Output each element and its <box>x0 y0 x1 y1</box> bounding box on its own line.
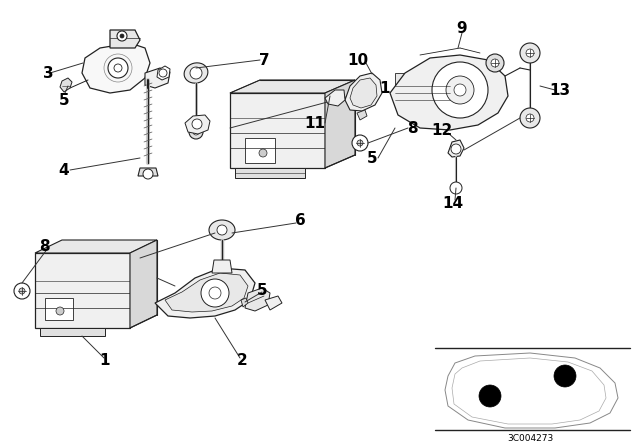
Circle shape <box>190 67 202 79</box>
Text: 1: 1 <box>100 353 110 367</box>
Circle shape <box>143 169 153 179</box>
Circle shape <box>201 279 229 307</box>
Text: 3: 3 <box>43 65 53 81</box>
Text: 8: 8 <box>38 238 49 254</box>
Text: 2: 2 <box>237 353 248 367</box>
Polygon shape <box>138 168 158 176</box>
Circle shape <box>486 54 504 72</box>
Circle shape <box>189 125 203 139</box>
Polygon shape <box>212 260 232 273</box>
Circle shape <box>114 64 122 72</box>
Polygon shape <box>448 140 464 157</box>
Circle shape <box>352 135 368 151</box>
Polygon shape <box>185 115 210 134</box>
Circle shape <box>432 62 488 118</box>
Bar <box>426 97 436 106</box>
Polygon shape <box>265 296 282 310</box>
Text: 7: 7 <box>259 52 269 68</box>
Circle shape <box>192 119 202 129</box>
Bar <box>40 328 105 336</box>
Bar <box>45 298 73 320</box>
Circle shape <box>19 288 25 294</box>
Bar <box>327 99 339 105</box>
Circle shape <box>117 31 127 41</box>
Polygon shape <box>110 30 140 48</box>
Bar <box>235 168 305 178</box>
Circle shape <box>479 385 501 407</box>
Polygon shape <box>130 240 157 328</box>
Circle shape <box>526 114 534 122</box>
Polygon shape <box>155 268 255 318</box>
Circle shape <box>526 49 534 57</box>
Circle shape <box>120 34 124 38</box>
Circle shape <box>108 58 128 78</box>
Bar <box>216 262 228 271</box>
Circle shape <box>56 307 64 315</box>
Circle shape <box>454 84 466 96</box>
Bar <box>413 97 423 106</box>
Bar <box>400 97 410 106</box>
Circle shape <box>446 76 474 104</box>
Circle shape <box>209 287 221 299</box>
Circle shape <box>450 182 462 194</box>
Text: 5: 5 <box>257 283 268 297</box>
Circle shape <box>520 108 540 128</box>
Text: 5: 5 <box>367 151 378 165</box>
Polygon shape <box>245 288 270 311</box>
Circle shape <box>259 149 267 157</box>
Circle shape <box>14 283 30 299</box>
Ellipse shape <box>209 220 235 240</box>
Circle shape <box>554 365 576 387</box>
Polygon shape <box>350 78 377 108</box>
Polygon shape <box>157 66 170 80</box>
Circle shape <box>357 140 363 146</box>
Polygon shape <box>60 78 72 92</box>
Text: 3C004273: 3C004273 <box>507 434 553 443</box>
Text: 12: 12 <box>431 122 452 138</box>
Bar <box>395 73 450 108</box>
Polygon shape <box>345 73 382 111</box>
Text: 14: 14 <box>442 195 463 211</box>
Circle shape <box>451 144 461 154</box>
Text: 6: 6 <box>294 212 305 228</box>
Circle shape <box>159 69 167 77</box>
Bar <box>245 138 275 163</box>
Polygon shape <box>145 68 170 88</box>
Bar <box>450 145 460 153</box>
Polygon shape <box>230 80 355 93</box>
Text: 11: 11 <box>305 116 326 130</box>
Polygon shape <box>165 273 248 312</box>
Bar <box>327 92 339 98</box>
Polygon shape <box>357 110 367 120</box>
Text: 1: 1 <box>380 81 390 95</box>
Polygon shape <box>325 80 355 168</box>
Text: 10: 10 <box>348 52 369 68</box>
Text: 8: 8 <box>406 121 417 135</box>
Bar <box>230 93 325 168</box>
Circle shape <box>193 129 199 135</box>
Bar <box>35 253 130 328</box>
Polygon shape <box>325 90 345 106</box>
Circle shape <box>217 225 227 235</box>
Circle shape <box>491 59 499 67</box>
Text: 5: 5 <box>59 92 69 108</box>
Polygon shape <box>390 55 508 130</box>
Polygon shape <box>241 298 248 307</box>
Polygon shape <box>82 43 150 93</box>
Text: 13: 13 <box>549 82 571 98</box>
Ellipse shape <box>184 63 208 83</box>
Circle shape <box>520 43 540 63</box>
Polygon shape <box>35 240 157 253</box>
Text: 4: 4 <box>59 163 69 177</box>
Text: 9: 9 <box>457 21 467 35</box>
